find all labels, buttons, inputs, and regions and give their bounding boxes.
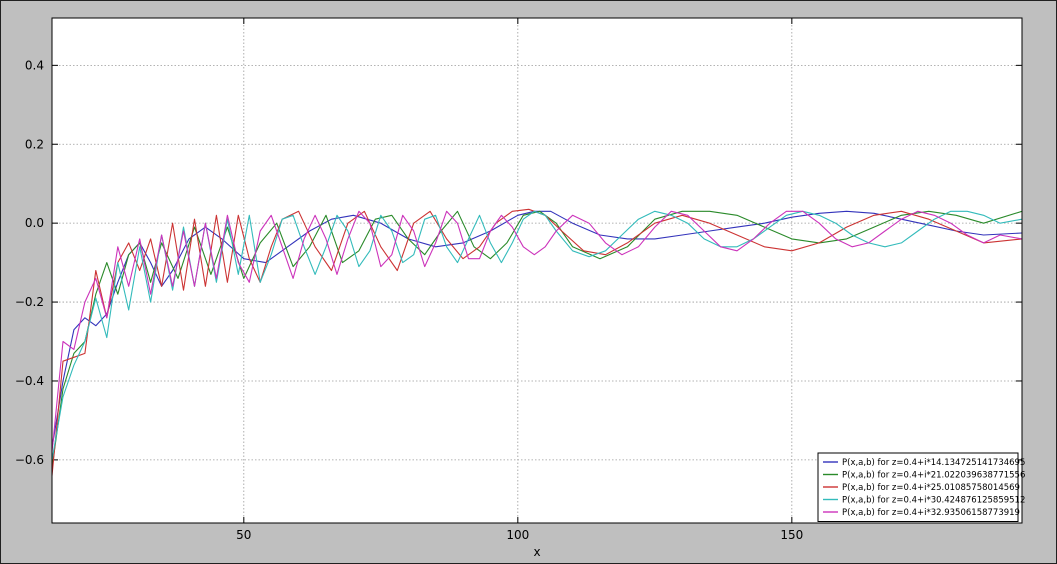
series-line-5 [52,210,1022,453]
legend-entry: P(x,a,b) for z=0.4+i*21.022039638771556 [842,471,1025,481]
y-tick-label: −0.4 [15,374,44,388]
series-line-3 [52,208,1022,476]
grid [52,18,1022,523]
x-tick-label: 50 [236,528,251,542]
legend-entry: P(x,a,b) for z=0.4+i*30.424876125859512 [842,496,1025,506]
y-tick-label: 0.2 [25,137,44,151]
legend-entry: P(x,a,b) for z=0.4+i*14.134725141734695 [842,458,1025,468]
x-tick-label: 150 [780,528,803,542]
x-tick-label: 100 [506,528,529,542]
plot-frame [51,17,1023,524]
y-tick-label: 0.0 [25,216,44,230]
axis-ticks: 50 100 150 −0.6 −0.4 −0.2 0.0 0.2 0.4 [15,18,1022,542]
y-tick-label: 0.4 [25,58,44,72]
y-tick-label: −0.2 [15,295,44,309]
legend-entry: P(x,a,b) for z=0.4+i*32.93506158773919 [842,508,1020,518]
legend-box [817,452,1019,522]
legend: P(x,a,b) for z=0.4+i*14.134725141734695 P… [817,452,1025,522]
series-lines [52,208,1022,476]
y-tick-label: −0.6 [15,453,44,467]
x-axis-label: x [533,545,540,559]
legend-entry: P(x,a,b) for z=0.4+i*25.01085758014569 [842,483,1020,493]
